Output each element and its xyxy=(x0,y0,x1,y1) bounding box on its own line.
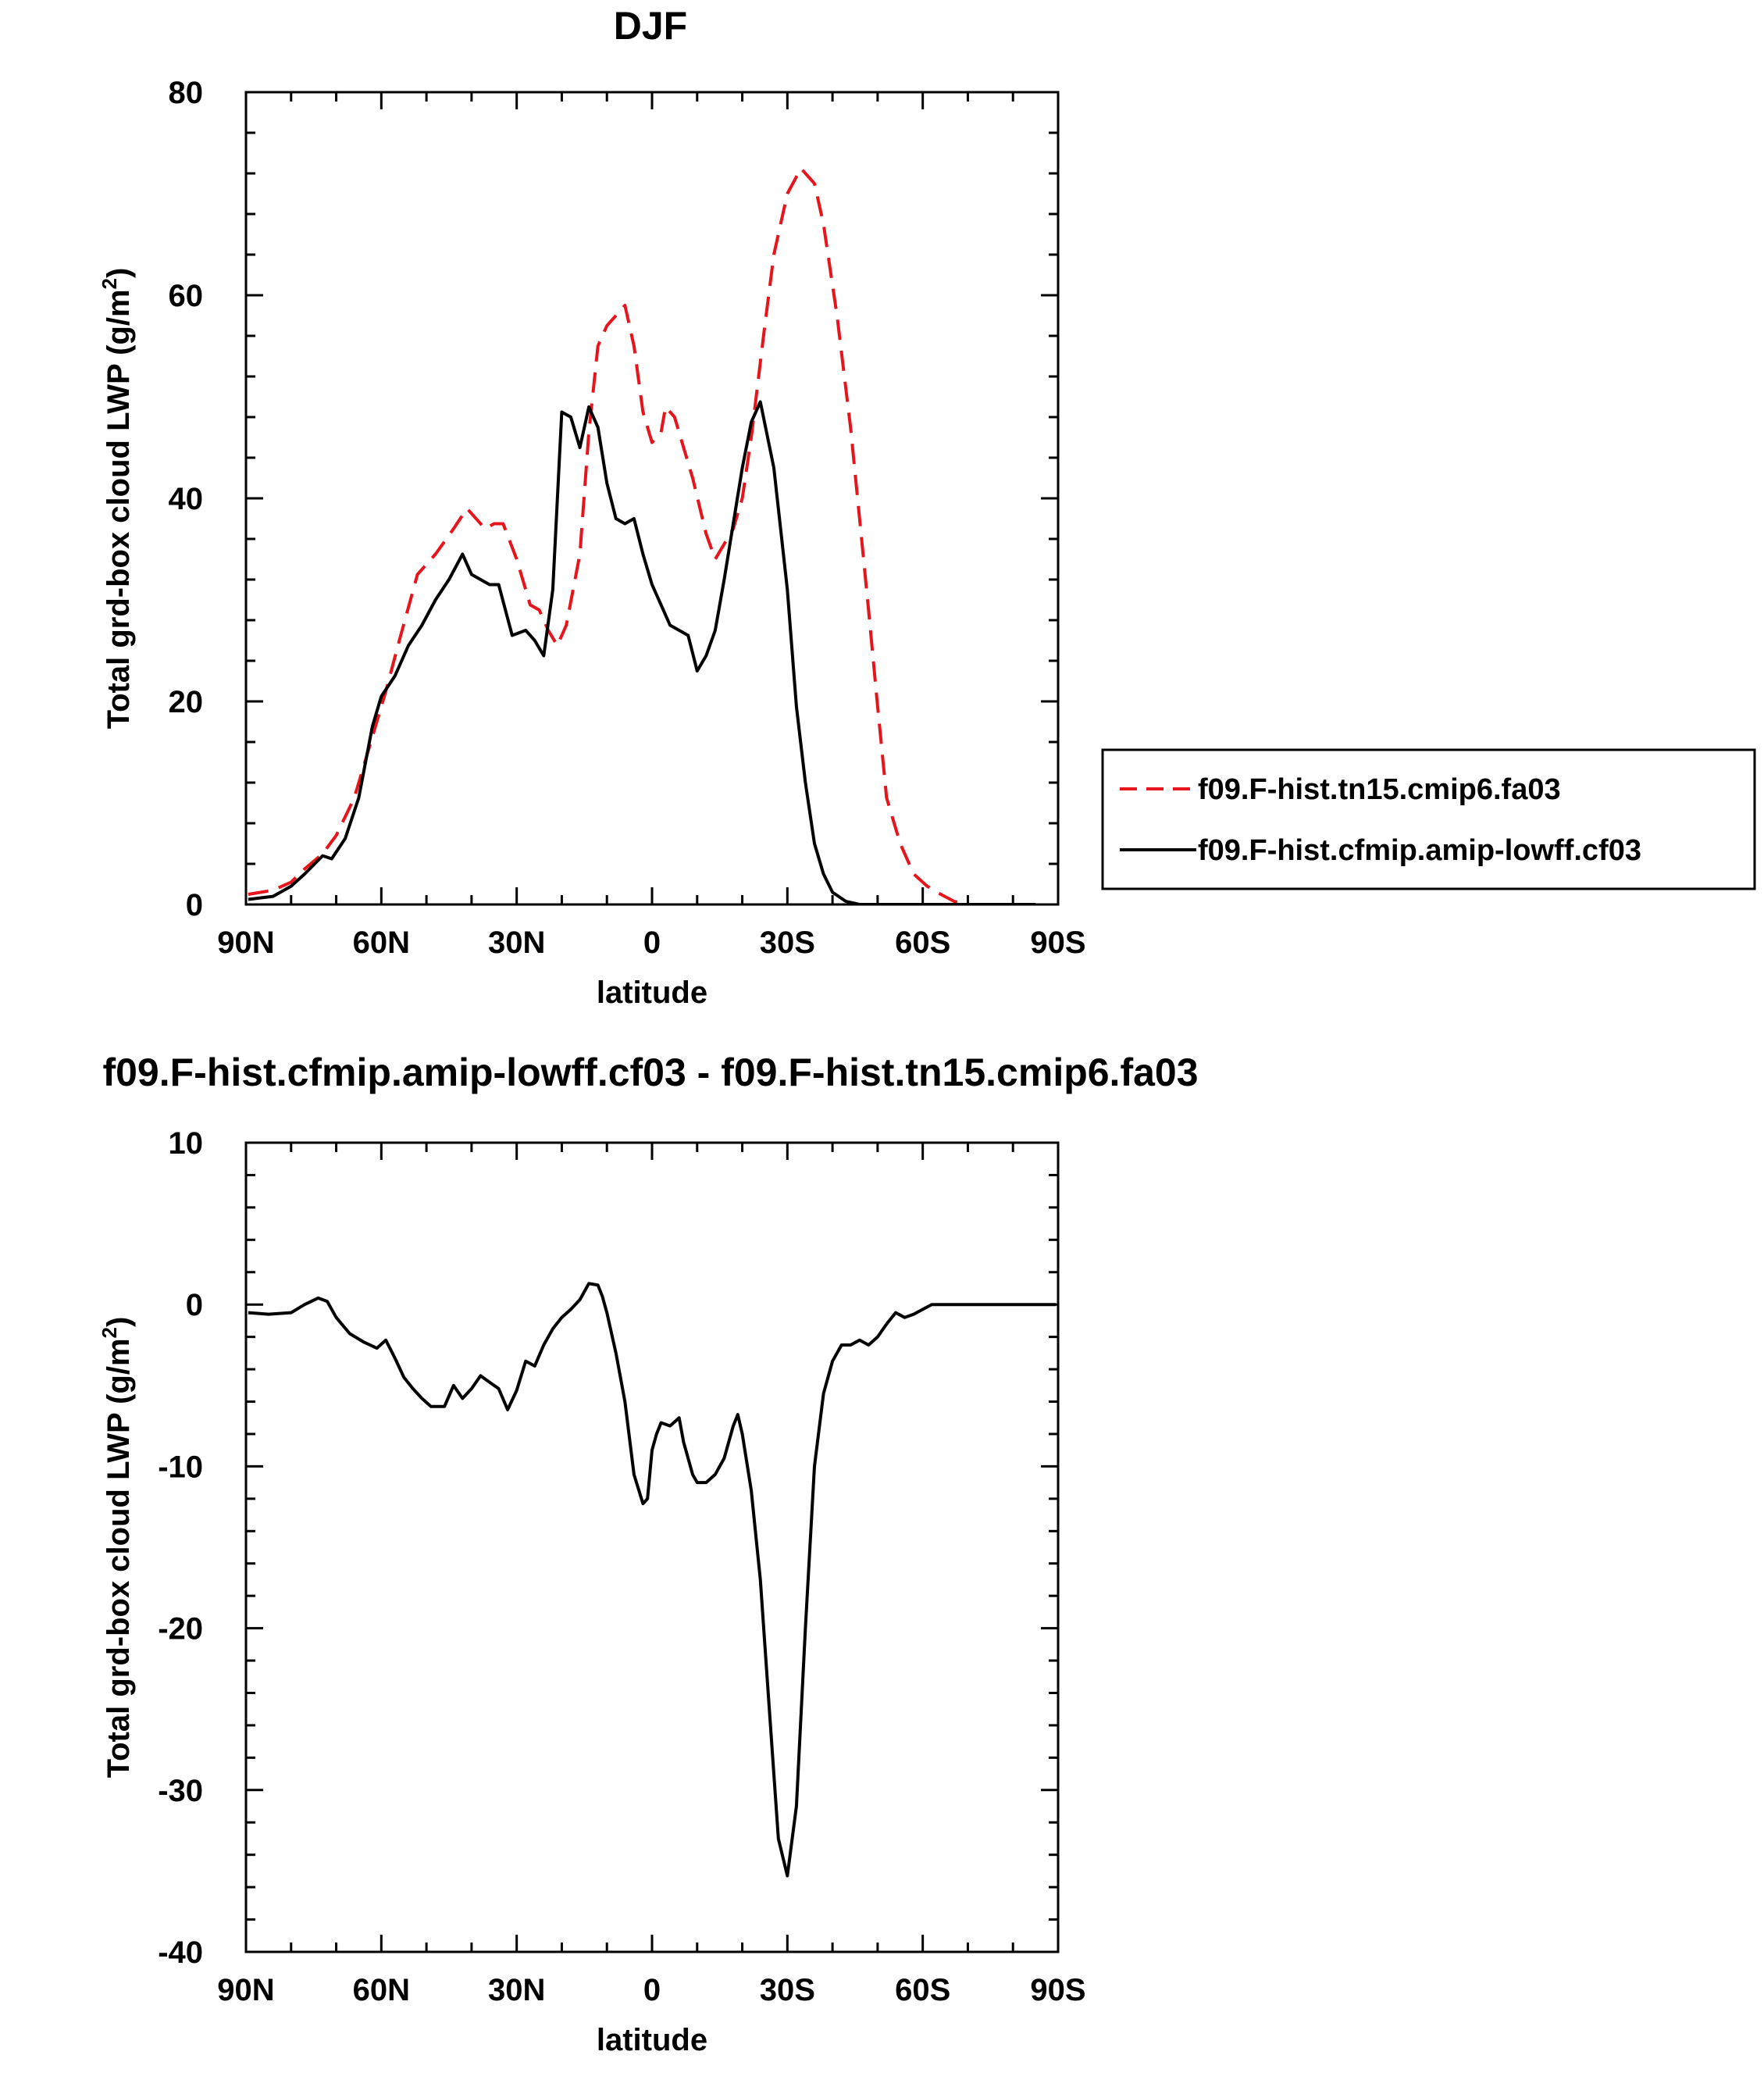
y-axis-label-main: Total grd-box cloud LWP (g/m xyxy=(102,289,136,729)
y-tick-label: 0 xyxy=(186,888,203,922)
top-chart: DJF 90N 60N 30N 0 30S 60S 90S 0 20 40 60 80 latitude T… xyxy=(98,4,1086,1010)
chart-title: f09.F-hist.cfmip.amip-lowff.cf03 - f09.F… xyxy=(102,1051,1198,1094)
x-tick-label: 0 xyxy=(643,1973,661,2007)
x-tick-label: 60S xyxy=(895,1973,950,2007)
y-tick-label: 80 xyxy=(169,76,204,110)
legend-label-1: f09.F-hist.tn15.cmip6.fa03 xyxy=(1198,773,1561,806)
y-axis-label-tail: ) xyxy=(102,268,136,278)
x-axis-label: latitude xyxy=(597,976,707,1010)
plot-frame xyxy=(244,1141,1060,1953)
x-tick-label: 90N xyxy=(217,1973,274,2007)
y-tick-label: 20 xyxy=(169,685,204,719)
y-tick-label: 0 xyxy=(186,1288,203,1322)
x-tick-label: 30S xyxy=(760,1973,815,2007)
legend-box xyxy=(1101,748,1756,890)
legend-label-2: f09.F-hist.cfmip.amip-lowff.cf03 xyxy=(1198,834,1641,867)
series-line-2 xyxy=(248,400,1036,904)
x-tick-label: 60S xyxy=(895,926,950,960)
y-tick-label: -20 xyxy=(158,1612,203,1646)
x-tick-label: 0 xyxy=(643,926,661,960)
x-tick-label: 30S xyxy=(760,926,815,960)
y-axis-label-sup: 2 xyxy=(98,278,121,289)
difference-chart: f09.F-hist.cfmip.amip-lowff.cf03 - f09.F… xyxy=(98,1051,1199,2057)
y-tick-label: -40 xyxy=(158,1935,203,1970)
x-tick-label: 30N xyxy=(488,1973,545,2007)
x-tick-label: 60N xyxy=(353,926,410,960)
y-tick-label: -30 xyxy=(158,1774,203,1808)
legend: f09.F-hist.tn15.cmip6.fa03 f09.F-hist.cfm… xyxy=(1101,748,1756,890)
y-axis-label: Total grd-box cloud LWP (g/m2) xyxy=(98,268,136,730)
x-tick-label: 90S xyxy=(1030,1973,1085,2007)
x-tick-label: 60N xyxy=(353,1973,410,2007)
series-line-1 xyxy=(248,1282,1057,1878)
y-tick-label: 10 xyxy=(169,1126,204,1161)
plot-frame xyxy=(244,91,1060,906)
y-axis-label-tail: ) xyxy=(102,1317,136,1327)
y-tick-label: -10 xyxy=(158,1450,203,1484)
chart-title: DJF xyxy=(614,4,687,48)
y-tick-label: 40 xyxy=(169,482,204,516)
x-tick-label: 90N xyxy=(217,926,274,960)
y-axis-label: Total grd-box cloud LWP (g/m2) xyxy=(98,1317,136,1778)
y-tick-label: 60 xyxy=(169,279,204,313)
x-tick-label: 30N xyxy=(488,926,545,960)
y-axis-label-main: Total grd-box cloud LWP (g/m xyxy=(102,1338,136,1778)
x-axis-label: latitude xyxy=(597,2023,707,2057)
y-axis-label-sup: 2 xyxy=(98,1327,121,1338)
series-line-1 xyxy=(248,166,1036,904)
x-tick-label: 90S xyxy=(1030,926,1085,960)
